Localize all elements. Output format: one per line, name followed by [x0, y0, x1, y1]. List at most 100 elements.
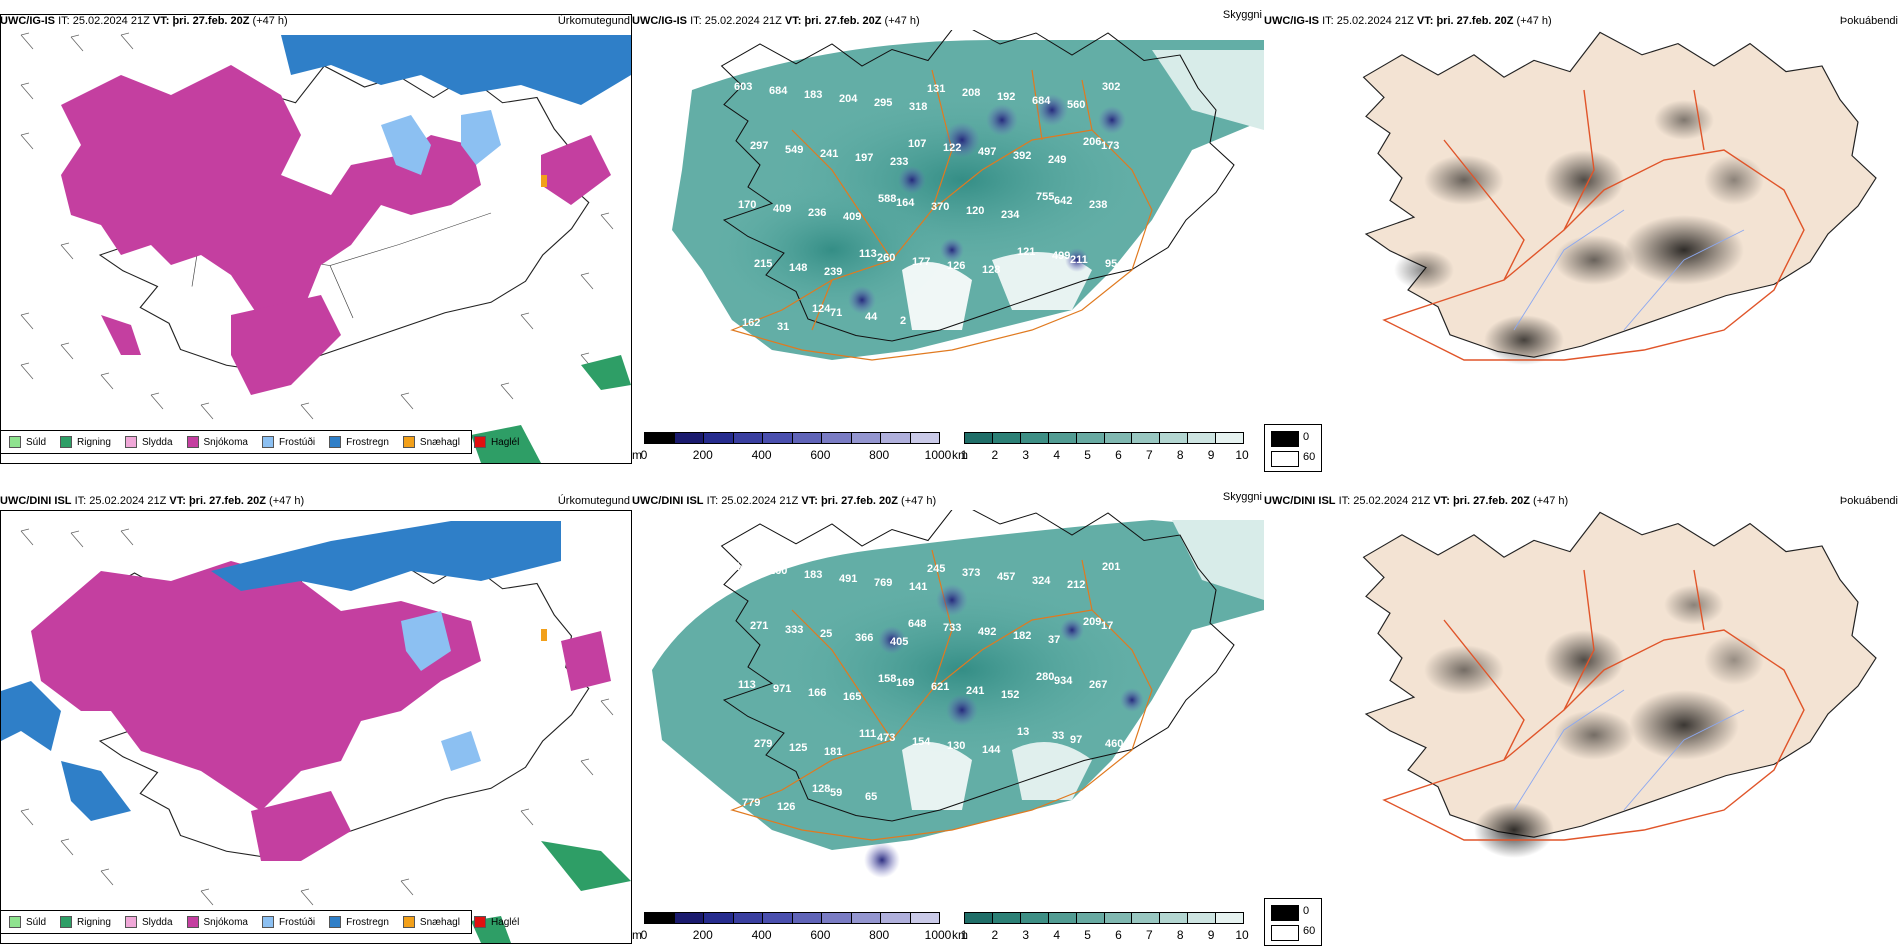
colorbar-tick-label: 5 — [1084, 928, 1091, 942]
precip-legend-swatch — [186, 436, 199, 448]
cloudbase-peak-label: 549 — [785, 144, 803, 156]
cloudbase-peak-label: 126 — [947, 260, 965, 272]
precip-freezing-rain — [281, 35, 631, 105]
cloudbase-peak-label: 215 — [754, 258, 772, 270]
colorbar-cell — [733, 433, 763, 443]
precip-map — [0, 510, 632, 944]
visibility-unit: km — [952, 928, 968, 942]
cloudbase-peak-label: 154 — [912, 736, 931, 748]
precip-legend-item: Súld — [9, 436, 46, 448]
cloudbase-peak-label: 934 — [1054, 675, 1073, 687]
vt-label: VT: — [1433, 495, 1450, 507]
colorbar-tick-label: 0 — [640, 928, 648, 942]
panel-header: UWC/DINI ISL IT: 25.02.2024 21Z VT: þri.… — [0, 494, 632, 510]
cloudbase-peak-label: 183 — [804, 89, 822, 101]
panel-title: Þokuábendi — [1839, 495, 1898, 507]
colorbar-cell — [965, 433, 993, 443]
model-name: UWC/DINI ISL — [0, 495, 72, 507]
cloudbase-unit: m — [632, 928, 642, 942]
cloudbase-peak-label: 197 — [855, 152, 873, 164]
cloudbase-peak-label: 141 — [909, 581, 927, 593]
colorbar-cell — [1076, 433, 1105, 443]
panel-header: UWC/DINI ISL IT: 25.02.2024 21Z VT: þri.… — [632, 491, 1264, 510]
cloudbase-peak-label: 373 — [962, 567, 980, 579]
colorbar-tick-label: 7 — [1145, 928, 1153, 942]
colorbar-cell — [763, 913, 793, 923]
colorbar-tick-label: 4 — [1053, 928, 1060, 942]
precip-legend-label: Rigning — [77, 436, 111, 448]
cloudbase-unit: m — [632, 448, 642, 462]
precip-legend-item: Rigning — [60, 916, 111, 928]
precip-legend-item: Frostúði — [261, 916, 315, 928]
precip-legend-label: Rigning — [77, 916, 111, 928]
colorbar-tick-label: 6 — [1115, 928, 1122, 942]
it-label: IT: — [1338, 495, 1351, 507]
fog-legend-swatch-0 — [1271, 905, 1299, 921]
colorbar-cell — [992, 433, 1021, 443]
colorbar-tick-label: 200 — [692, 448, 713, 462]
precip-legend-item: Snjókoma — [186, 436, 248, 448]
cloudbase-peak-label: 497 — [978, 146, 996, 158]
colorbar-tick-label: 10 — [1235, 448, 1249, 462]
cloudbase-peak-label: 182 — [1013, 630, 1031, 642]
panel-title: Skyggni — [1222, 9, 1262, 21]
cloudbase-peak-label: 144 — [982, 744, 1001, 756]
cloudbase-peak-label: 152 — [1001, 689, 1019, 701]
visibility-map: 603 684 183 204 295 318 131 208 192 684 560 302 297 5… — [632, 30, 1264, 430]
cloudbase-peak-label: 642 — [1054, 195, 1072, 207]
cloudbase-peak-label: 44 — [865, 311, 878, 323]
cloudbase-peak-label: 211 — [1070, 254, 1088, 266]
visibility-map: 446 260 183 491 769 141 245 373 457 324 212 201 271 3… — [632, 510, 1264, 910]
lead-time: (+47 h) — [1516, 15, 1552, 27]
colorbar-cell — [733, 913, 763, 923]
it-value: 25.02.2024 21Z — [89, 495, 167, 507]
colorbar-tick-label: 2 — [991, 928, 999, 942]
cloudbase-peak-label: 297 — [750, 140, 768, 152]
cloudbase-peak-label: 234 — [1001, 209, 1020, 221]
cloudbase-peak-label: 120 — [966, 205, 984, 217]
cloudbase-peak-label: 173 — [1101, 140, 1119, 152]
colorbar-tick-label: 1 — [960, 928, 968, 942]
panel-title: Þokuábendi — [1839, 15, 1898, 27]
it-label: IT: — [74, 495, 87, 507]
colorbar-cell — [992, 913, 1021, 923]
cloudbase-peak-label: 733 — [943, 622, 961, 634]
cloudbase-peak-label: 162 — [742, 317, 760, 329]
precip-legend-swatch — [186, 916, 199, 928]
precip-legend-label: Snæhagl — [419, 916, 460, 928]
precip-map — [0, 14, 632, 464]
colorbar-tick-label: 1000 — [924, 448, 952, 462]
cloudbase-peak-label: 409 — [843, 211, 861, 223]
cloudbase-peak-label: 2 — [900, 315, 906, 327]
precip-legend-swatch — [402, 916, 415, 928]
cloudbase-peak-label: 122 — [943, 142, 961, 154]
precip-panel-top: UWC/IG-IS IT: 25.02.2024 21Z VT: þri. 27… — [0, 14, 632, 464]
cloudbase-peak-label: 260 — [769, 565, 787, 577]
precip-snow — [61, 65, 611, 395]
cloudbase-peak-label: 113 — [738, 679, 756, 691]
fog-legend-swatch-1 — [1271, 925, 1299, 941]
cloudbase-peak-label: 560 — [1067, 99, 1085, 111]
colorbar-cell — [910, 433, 939, 443]
precip-legend-swatch — [9, 436, 21, 448]
fog-legend-label-0: 0 — [1303, 905, 1310, 917]
vt-value: þri. 27.feb. 20Z — [820, 495, 898, 507]
cloudbase-peak-label: 446 — [734, 561, 752, 573]
cloudbase-peak-label: 212 — [1067, 579, 1085, 591]
colorbar-cell — [645, 433, 675, 443]
cloudbase-peak-label: 755 — [1036, 191, 1054, 203]
colorbar-cell — [1048, 433, 1077, 443]
cloudbase-peak-label: 260 — [877, 252, 895, 264]
precip-legend-label: Súld — [26, 916, 47, 928]
cloudbase-peak-label: 271 — [750, 620, 768, 632]
cloudbase-peak-label: 267 — [1089, 679, 1107, 691]
vt-value: þri. 27.feb. 20Z — [1436, 15, 1514, 27]
cloudbase-peak-label: 121 — [1017, 246, 1035, 258]
colorbar-cell — [1104, 433, 1133, 443]
precip-legend-swatch — [9, 916, 21, 928]
colorbar-cell — [1048, 913, 1077, 923]
precip-legend-swatch — [261, 436, 274, 448]
cloudbase-peak-label: 971 — [773, 683, 791, 695]
colorbar-tick-label: 600 — [810, 448, 831, 462]
